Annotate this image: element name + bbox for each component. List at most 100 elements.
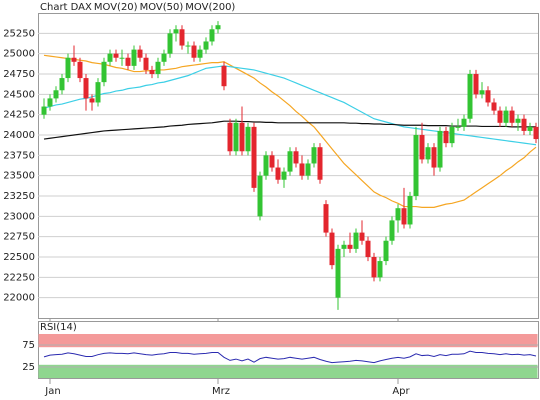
candle-body [401, 208, 407, 225]
candle-body [41, 106, 47, 115]
rsi-band [38, 334, 538, 348]
candle-body [53, 90, 59, 99]
candle-body [383, 240, 389, 262]
candle-body [125, 57, 131, 66]
candle-body [353, 232, 359, 249]
candle-body [521, 118, 527, 131]
candle-body [71, 57, 77, 62]
candle-body [245, 126, 251, 152]
candle-body [461, 118, 467, 127]
candle-body [371, 257, 377, 278]
candle-body [269, 155, 275, 168]
candle-body [89, 98, 95, 103]
candle-body [173, 29, 179, 34]
candle-body [83, 78, 89, 99]
candle-body [95, 82, 101, 103]
candle-body [167, 33, 173, 54]
y-tick-label: 23250 [3, 191, 35, 202]
moving-average-line [43, 120, 536, 140]
candle-body [305, 163, 311, 176]
candle-body [221, 65, 227, 87]
y-tick-label: 23500 [3, 171, 35, 182]
candle-body [311, 147, 317, 164]
candle-body [191, 45, 197, 58]
candle-body [413, 135, 419, 196]
candle-body [329, 232, 335, 266]
candle-body [257, 175, 263, 217]
candle-body [227, 122, 233, 152]
y-tick-label: 22750 [3, 232, 35, 243]
candle-body [155, 61, 161, 74]
candle-body [293, 151, 299, 164]
candle-body [335, 248, 341, 298]
candle-body [425, 147, 431, 160]
candle-body [533, 126, 539, 140]
candle-body [407, 196, 413, 225]
y-tick-label: 24750 [3, 69, 35, 80]
candle-body [47, 98, 53, 107]
candle-body [377, 261, 383, 278]
candle-body [467, 74, 473, 119]
candle-body [131, 49, 137, 66]
legend-entry: MOV(20) [94, 2, 138, 13]
y-tick-label: 25250 [3, 28, 35, 39]
candle-body [347, 244, 353, 249]
candle-body [455, 126, 461, 128]
candle-body [275, 167, 281, 180]
moving-average-line [43, 54, 537, 208]
rsi-band [38, 364, 538, 378]
candle-body [179, 29, 185, 46]
y-tick-label: 22000 [3, 293, 35, 304]
candle-body [161, 53, 167, 62]
y-tick-label: 24000 [3, 130, 35, 141]
candle-body [209, 29, 215, 42]
y-tick-label: 25 [22, 362, 35, 373]
chart-title: Chart DAX [40, 2, 92, 13]
candle-body [365, 240, 371, 257]
candle-body [485, 90, 491, 103]
candle-body [359, 232, 365, 241]
candle-body [449, 126, 455, 144]
legend-entry: MOV(50) [140, 2, 184, 13]
candle-body [509, 110, 515, 123]
candle-body [389, 220, 395, 241]
candle-body [65, 57, 71, 79]
candle-body [149, 69, 155, 74]
x-tick-label: Apr [392, 386, 410, 397]
candle-body [281, 171, 287, 180]
candle-body [341, 244, 347, 249]
candle-body [491, 102, 497, 111]
rsi-title: RSI(14) [40, 322, 77, 333]
candle-body [59, 78, 65, 91]
y-tick-label: 25000 [3, 49, 35, 60]
candle-body [395, 208, 401, 221]
candle-body [113, 53, 119, 58]
candle-body [239, 122, 245, 152]
candle-body [77, 61, 83, 79]
candle-body [137, 49, 143, 58]
candle-body [251, 126, 257, 188]
legend-entry: MOV(200) [185, 2, 235, 13]
candle-body [443, 130, 449, 144]
candle-body [497, 110, 503, 123]
candle-body [185, 45, 191, 47]
y-tick-label: 75 [22, 340, 35, 351]
candle-body [473, 74, 479, 95]
candle-body [101, 61, 107, 83]
candle-body [233, 122, 239, 152]
y-tick-label: 23750 [3, 150, 35, 161]
y-tick-label: 24500 [3, 89, 35, 100]
candle-body [431, 147, 437, 168]
rsi-line [43, 350, 537, 364]
y-tick-label: 22250 [3, 272, 35, 283]
candle-body [119, 57, 125, 59]
candle-body [419, 135, 425, 160]
candle-body [323, 204, 329, 233]
candle-body [143, 57, 149, 70]
candle-body [515, 118, 521, 123]
candle-body [197, 49, 203, 58]
x-tick-label: Mrz [212, 386, 230, 397]
candle-body [263, 155, 269, 176]
x-tick-label: Jan [44, 386, 60, 397]
candle-body [215, 25, 221, 30]
